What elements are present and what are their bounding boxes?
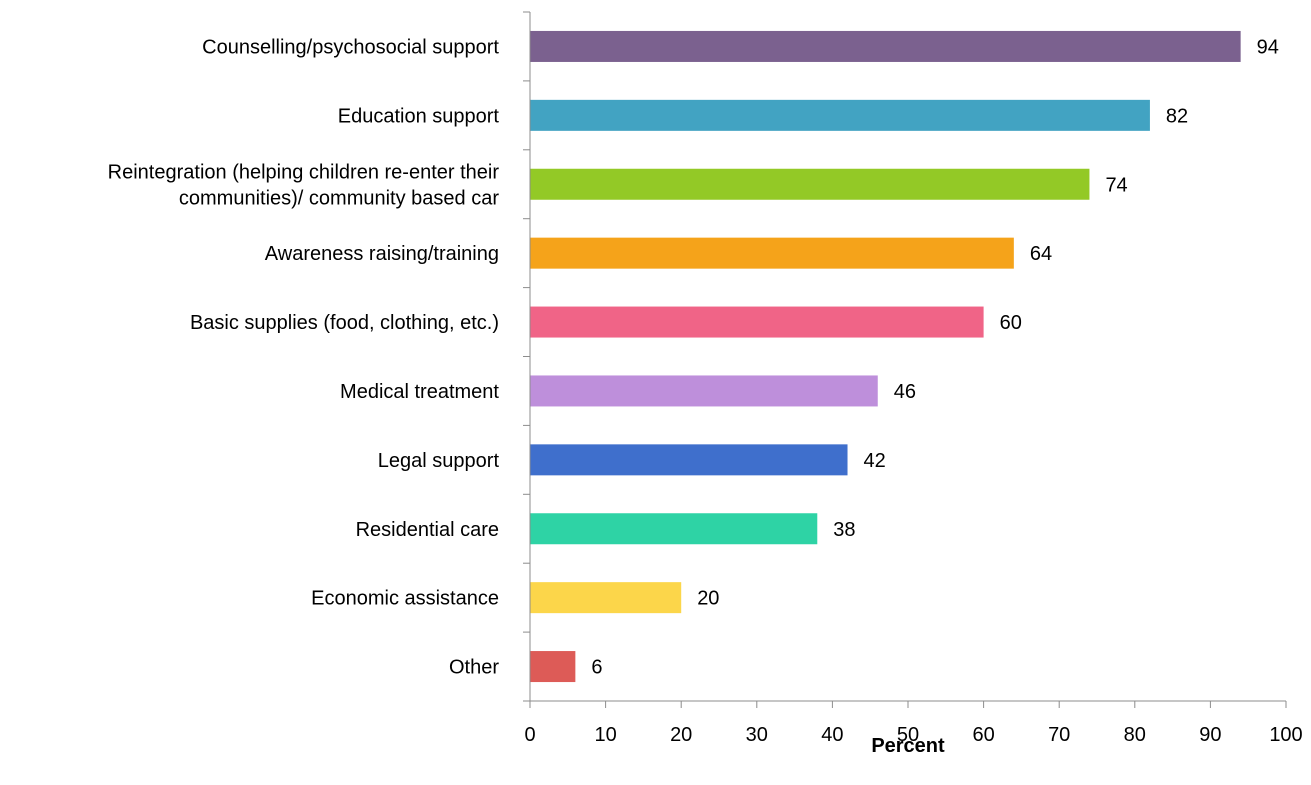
bar	[530, 375, 878, 407]
x-tick-label: 40	[821, 724, 843, 746]
bar	[530, 30, 1241, 62]
bar	[530, 444, 848, 476]
bar	[530, 306, 984, 338]
data-label: 38	[833, 519, 855, 541]
category-label: Counselling/psychosocial support	[202, 36, 499, 58]
x-tick-label: 50	[897, 724, 919, 746]
x-tick-label: 80	[1124, 724, 1146, 746]
axes-layer: Counselling/psychosocial support Educatio…	[108, 11, 1303, 746]
category-label: Awareness raising/training	[265, 243, 499, 265]
category-label: Economic assistance	[311, 588, 499, 610]
x-axis-title: Percent	[871, 735, 945, 757]
category-label: Other	[449, 657, 499, 679]
x-tick-label: 70	[1048, 724, 1070, 746]
data-label: 64	[1030, 243, 1052, 265]
bar	[530, 582, 682, 614]
bar	[530, 513, 818, 545]
bars-layer: 94 82 74 64 60 46 42 38 20 6	[530, 30, 1279, 683]
category-label: Basic supplies (food, clothing, etc.)	[190, 312, 499, 334]
x-tick-label: 20	[670, 724, 692, 746]
bar	[530, 168, 1090, 200]
x-tick-label: 100	[1269, 724, 1302, 746]
bar	[530, 237, 1014, 269]
category-label: Medical treatment	[340, 381, 499, 403]
data-label: 46	[894, 381, 916, 403]
category-label: Reintegration (helping children re-enter…	[108, 161, 500, 209]
data-label: 20	[697, 588, 719, 610]
data-label: 74	[1105, 174, 1127, 196]
category-label: Education support	[338, 105, 500, 127]
x-tick-label: 10	[594, 724, 616, 746]
x-tick-label: 60	[972, 724, 994, 746]
bar	[530, 651, 576, 683]
data-label: 60	[1000, 312, 1022, 334]
x-tick-label: 90	[1199, 724, 1221, 746]
x-tick-label: 0	[524, 724, 535, 746]
bar	[530, 99, 1150, 131]
data-label: 82	[1166, 105, 1188, 127]
data-label: 6	[591, 657, 602, 679]
category-label: Residential care	[356, 519, 499, 541]
data-label: 42	[864, 450, 886, 472]
x-tick-label: 30	[746, 724, 768, 746]
data-label: 94	[1257, 36, 1279, 58]
category-label: Legal support	[378, 450, 500, 472]
